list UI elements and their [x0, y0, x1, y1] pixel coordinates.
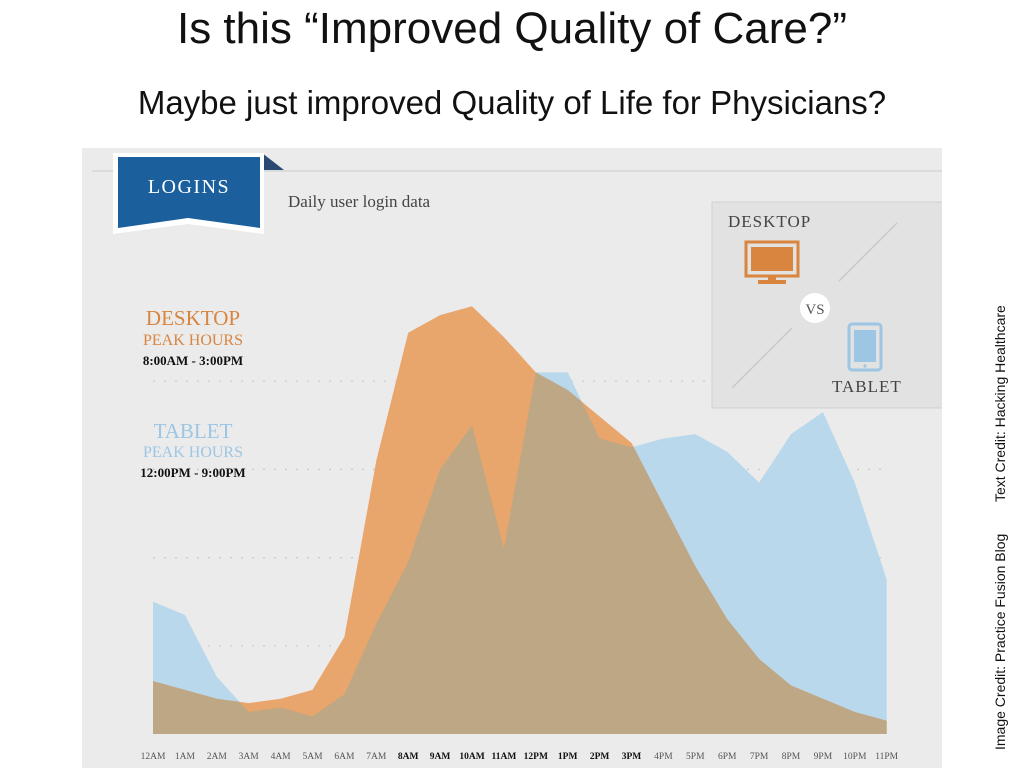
- vs-circle: [800, 293, 830, 323]
- x-tick-5am: 5AM: [302, 752, 323, 762]
- logins-badge-text: LOGINS: [148, 176, 230, 198]
- x-tick-1pm: 1PM: [558, 752, 578, 762]
- x-tick-8am: 8AM: [398, 752, 419, 762]
- x-axis-ticks: 12AM 1AM 2AM 3AM 4AM 5AM 6AM 7AM 8AM 9AM 10AM 11AM 1…: [141, 752, 899, 762]
- x-tick-12am: 12AM: [141, 752, 166, 762]
- x-tick-8pm: 8PM: [782, 752, 801, 762]
- legend: DESKTOP VS TABLET: [711, 201, 947, 409]
- x-tick-1am: 1AM: [175, 752, 196, 762]
- desktop-peak-annotation: DESKTOP PEAK HOURS 8:00AM - 3:00PM: [143, 306, 243, 368]
- desktop-annotation-title: DESKTOP: [146, 306, 240, 330]
- tablet-icon: [847, 322, 883, 372]
- x-tick-11pm: 11PM: [875, 752, 898, 762]
- logins-area-chart: LOGINS Daily user login data DESKTOP PEA…: [92, 153, 947, 762]
- image-credits: Image Credit: Practice Fusion Blog Text …: [992, 277, 1008, 750]
- x-tick-4pm: 4PM: [654, 752, 673, 762]
- x-tick-11am: 11AM: [491, 752, 516, 762]
- tablet-annotation-title: TABLET: [154, 419, 233, 443]
- logins-chart-panel: LOGINS Daily user login data DESKTOP PEA…: [82, 148, 947, 768]
- text-credit: Text Credit: Hacking Healthcare: [992, 305, 1008, 503]
- x-tick-6am: 6AM: [334, 752, 355, 762]
- x-tick-9am: 9AM: [430, 752, 451, 762]
- desktop-annotation-subtitle: PEAK HOURS: [143, 332, 243, 349]
- chart-gridlines: [153, 380, 887, 647]
- desktop-monitor-icon: [744, 240, 800, 284]
- x-tick-10am: 10AM: [459, 752, 484, 762]
- slide-title: Is this “Improved Quality of Care?”: [176, 4, 847, 53]
- x-tick-2pm: 2PM: [590, 752, 610, 762]
- x-tick-5pm: 5PM: [686, 752, 705, 762]
- x-tick-10pm: 10PM: [843, 752, 867, 762]
- tablet-annotation-hours: 12:00PM - 9:00PM: [140, 465, 245, 480]
- chart-areas: [153, 306, 887, 734]
- logins-banner: LOGINS: [113, 153, 284, 234]
- chart-subtitle: Daily user login data: [288, 192, 431, 211]
- x-tick-4am: 4AM: [271, 752, 292, 762]
- tablet-peak-annotation: TABLET PEAK HOURS 12:00PM - 9:00PM: [140, 419, 245, 480]
- legend-desktop-label: DESKTOP: [728, 212, 811, 231]
- x-tick-9pm: 9PM: [814, 752, 833, 762]
- x-tick-3pm: 3PM: [622, 752, 642, 762]
- x-tick-12pm: 12PM: [524, 752, 548, 762]
- x-tick-2am: 2AM: [207, 752, 228, 762]
- x-tick-7pm: 7PM: [750, 752, 769, 762]
- desktop-annotation-hours: 8:00AM - 3:00PM: [143, 353, 243, 368]
- legend-tablet-label: TABLET: [832, 377, 902, 396]
- image-credit: Image Credit: Practice Fusion Blog: [992, 533, 1008, 750]
- x-tick-6pm: 6PM: [718, 752, 737, 762]
- slide-subtitle: Maybe just improved Quality of Life for …: [137, 84, 887, 121]
- legend-vs-label: VS: [805, 302, 824, 318]
- x-tick-7am: 7AM: [366, 752, 387, 762]
- tablet-annotation-subtitle: PEAK HOURS: [143, 444, 243, 461]
- x-tick-3am: 3AM: [239, 752, 260, 762]
